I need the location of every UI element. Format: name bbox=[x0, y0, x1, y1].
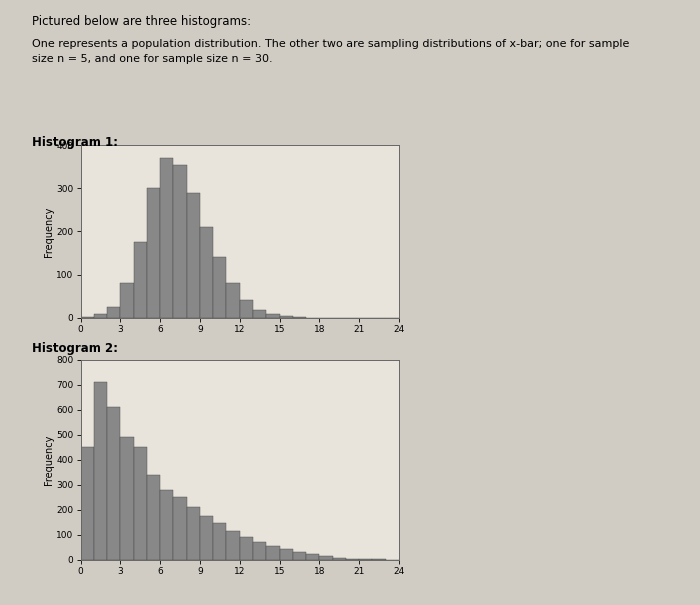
Text: Pictured below are three histograms:: Pictured below are three histograms: bbox=[32, 15, 251, 28]
Y-axis label: Frequency: Frequency bbox=[43, 206, 53, 257]
Bar bbox=[94, 382, 107, 560]
Bar bbox=[266, 546, 279, 560]
Bar bbox=[107, 407, 120, 560]
Y-axis label: Frequency: Frequency bbox=[43, 434, 53, 485]
Text: Histogram 2:: Histogram 2: bbox=[32, 342, 118, 355]
Bar bbox=[94, 314, 107, 318]
Bar bbox=[120, 283, 134, 318]
Text: Histogram 1:: Histogram 1: bbox=[32, 136, 118, 149]
Bar bbox=[174, 165, 187, 318]
Bar bbox=[239, 537, 253, 560]
Bar bbox=[279, 316, 293, 318]
Bar bbox=[80, 447, 94, 560]
Bar bbox=[200, 516, 214, 560]
Bar bbox=[279, 549, 293, 560]
Bar bbox=[214, 257, 227, 318]
Text: One represents a population distribution. The other two are sampling distributio: One represents a population distribution… bbox=[32, 39, 629, 64]
Bar bbox=[147, 475, 160, 560]
Bar bbox=[227, 283, 239, 318]
Bar bbox=[239, 299, 253, 318]
Bar bbox=[174, 497, 187, 560]
Bar bbox=[134, 242, 147, 318]
Bar bbox=[134, 447, 147, 560]
Bar bbox=[200, 227, 214, 318]
Bar bbox=[187, 192, 200, 318]
Bar bbox=[227, 531, 239, 560]
Bar bbox=[332, 558, 346, 560]
Bar bbox=[120, 437, 134, 560]
Bar bbox=[107, 307, 120, 318]
Bar bbox=[346, 558, 359, 560]
Bar bbox=[253, 310, 266, 318]
Bar bbox=[293, 552, 306, 560]
Bar bbox=[187, 507, 200, 560]
Bar bbox=[306, 554, 319, 560]
Bar bbox=[160, 490, 174, 560]
Bar bbox=[80, 317, 94, 318]
Bar bbox=[253, 542, 266, 560]
Bar bbox=[147, 188, 160, 318]
Bar bbox=[266, 314, 279, 318]
Bar bbox=[319, 556, 332, 560]
Bar bbox=[160, 158, 174, 318]
Bar bbox=[214, 523, 227, 560]
